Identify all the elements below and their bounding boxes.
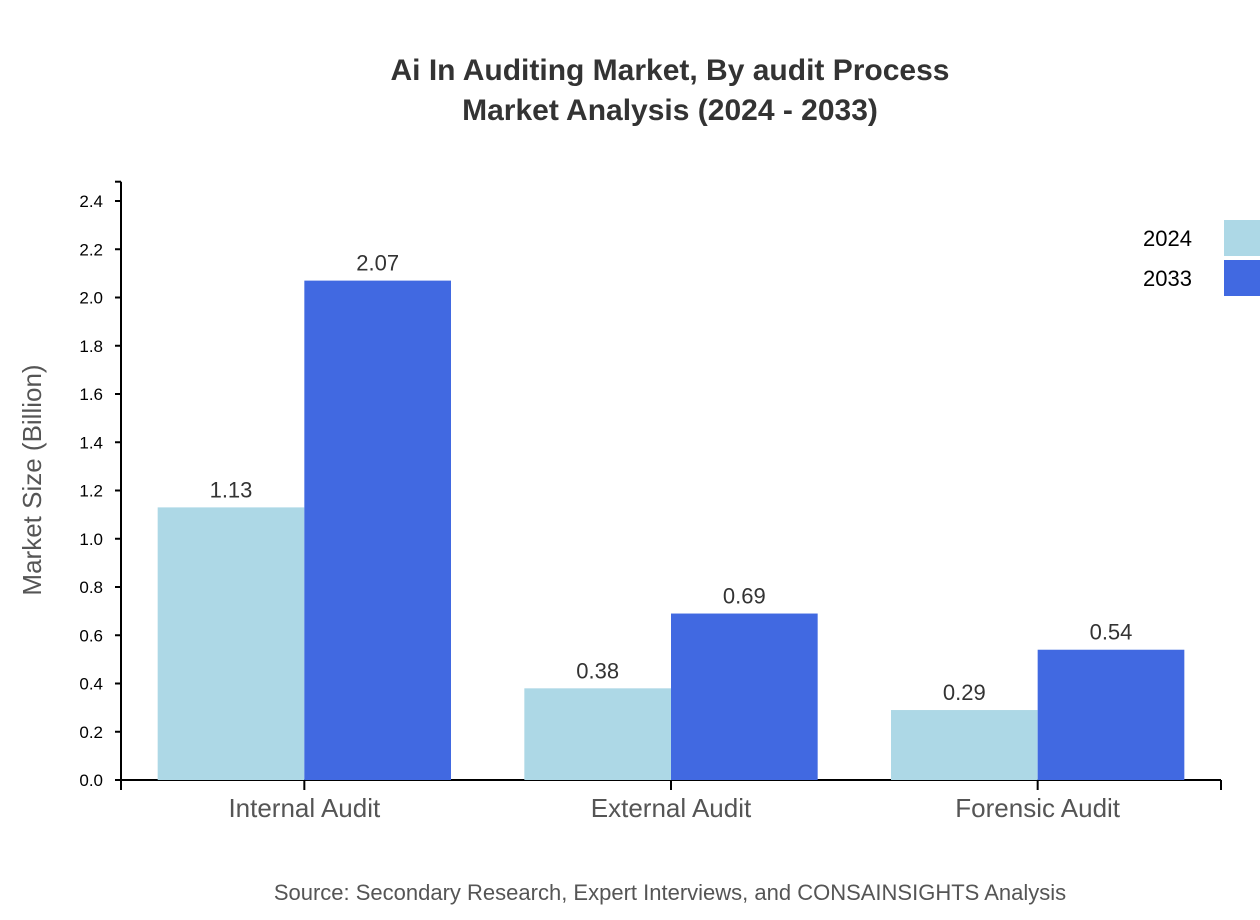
bar-2024 (524, 688, 671, 780)
data-label: 2.07 (356, 251, 399, 276)
y-tick-label: 1.2 (79, 482, 103, 501)
source-note: Source: Secondary Research, Expert Inter… (274, 880, 1066, 905)
y-tick-label: 0.0 (79, 771, 103, 790)
y-tick-label: 0.8 (79, 578, 103, 597)
legend-label: 2024 (1143, 226, 1192, 251)
legend-swatch-2033 (1224, 260, 1260, 296)
y-tick-label: 2.2 (79, 240, 103, 259)
data-label: 0.38 (576, 658, 619, 683)
data-label: 0.54 (1090, 620, 1133, 645)
y-tick-label: 1.8 (79, 337, 103, 356)
bar-2024 (891, 710, 1038, 780)
y-tick-label: 1.4 (79, 433, 103, 452)
data-label: 1.13 (210, 477, 253, 502)
y-tick-label: 1.6 (79, 385, 103, 404)
legend-label: 2033 (1143, 266, 1192, 291)
data-label: 0.29 (943, 680, 986, 705)
bar-2033 (304, 280, 451, 780)
y-tick-label: 2.0 (79, 289, 103, 308)
y-tick-label: 2.4 (79, 192, 103, 211)
legend-swatch-2024 (1224, 220, 1260, 256)
x-tick-label: Forensic Audit (955, 793, 1121, 823)
bar-2024 (157, 507, 305, 780)
y-tick-label: 0.4 (79, 675, 103, 694)
bar-2033 (671, 613, 818, 780)
y-tick-label: 1.0 (79, 530, 103, 549)
y-tick-label: 0.2 (79, 723, 103, 742)
x-tick-label: Internal Audit (228, 793, 381, 823)
chart-title-line-2: Market Analysis (2024 - 2033) (462, 94, 878, 127)
bar-2033 (1037, 649, 1185, 780)
y-axis-label: Market Size (Billion) (17, 364, 47, 595)
chart-title-line-1: Ai In Auditing Market, By audit Process (391, 54, 950, 87)
x-tick-label: External Audit (591, 793, 752, 823)
data-label: 0.69 (723, 584, 766, 609)
y-tick-label: 0.6 (79, 626, 103, 645)
